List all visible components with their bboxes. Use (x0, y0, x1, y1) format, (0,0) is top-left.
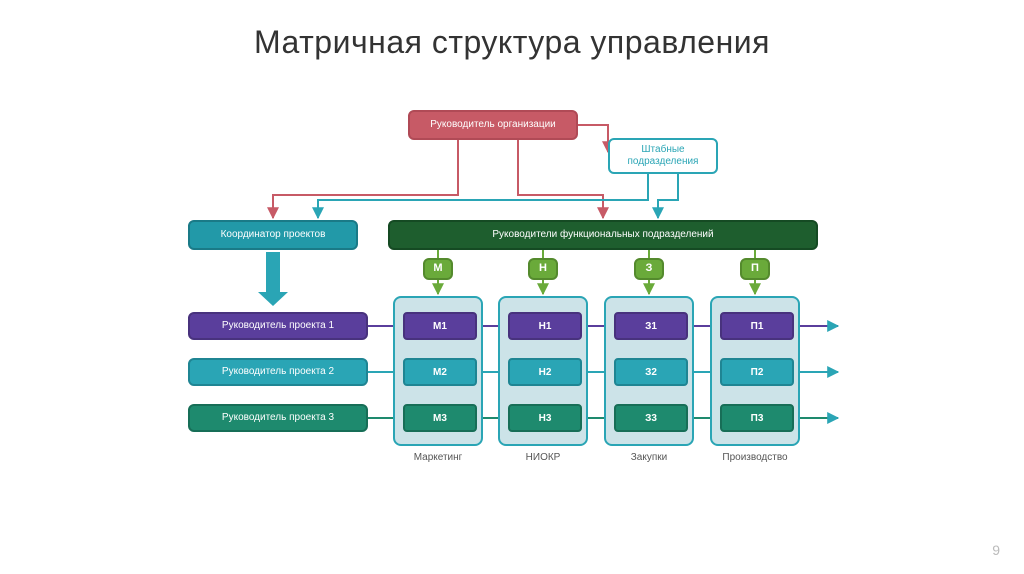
cell-1-0: Н1 (508, 312, 582, 340)
slide-title: Матричная структура управления (0, 0, 1024, 61)
cell-0-1: М2 (403, 358, 477, 386)
column-0: М1 М2 М3 (393, 296, 483, 446)
dept-label-0: Маркетинг (393, 452, 483, 463)
cell-2-2: З3 (614, 404, 688, 432)
cell-3-1: П2 (720, 358, 794, 386)
cell-3-2: П3 (720, 404, 794, 432)
cell-1-1: Н2 (508, 358, 582, 386)
org-diagram: Руководитель организации Штабные подразде… (178, 100, 878, 540)
cell-1-2: Н3 (508, 404, 582, 432)
node-pm-3: Руководитель проекта 3 (188, 404, 368, 432)
dept-label-1: НИОКР (498, 452, 588, 463)
dept-label-2: Закупки (604, 452, 694, 463)
cell-2-0: З1 (614, 312, 688, 340)
page-number: 9 (992, 542, 1000, 558)
dept-label-3: Производство (710, 452, 800, 463)
column-2: З1 З2 З3 (604, 296, 694, 446)
node-pm-2: Руководитель проекта 2 (188, 358, 368, 386)
node-letter-0: М (423, 258, 453, 280)
node-functional-heads: Руководители функциональных подразделени… (388, 220, 818, 250)
cell-0-0: М1 (403, 312, 477, 340)
node-letter-3: П (740, 258, 770, 280)
cell-2-1: З2 (614, 358, 688, 386)
column-3: П1 П2 П3 (710, 296, 800, 446)
cell-3-0: П1 (720, 312, 794, 340)
node-head: Руководитель организации (408, 110, 578, 140)
node-letter-1: Н (528, 258, 558, 280)
cell-0-2: М3 (403, 404, 477, 432)
node-coordinator: Координатор проектов (188, 220, 358, 250)
node-staff: Штабные подразделения (608, 138, 718, 174)
column-1: Н1 Н2 Н3 (498, 296, 588, 446)
node-pm-1: Руководитель проекта 1 (188, 312, 368, 340)
node-letter-2: З (634, 258, 664, 280)
